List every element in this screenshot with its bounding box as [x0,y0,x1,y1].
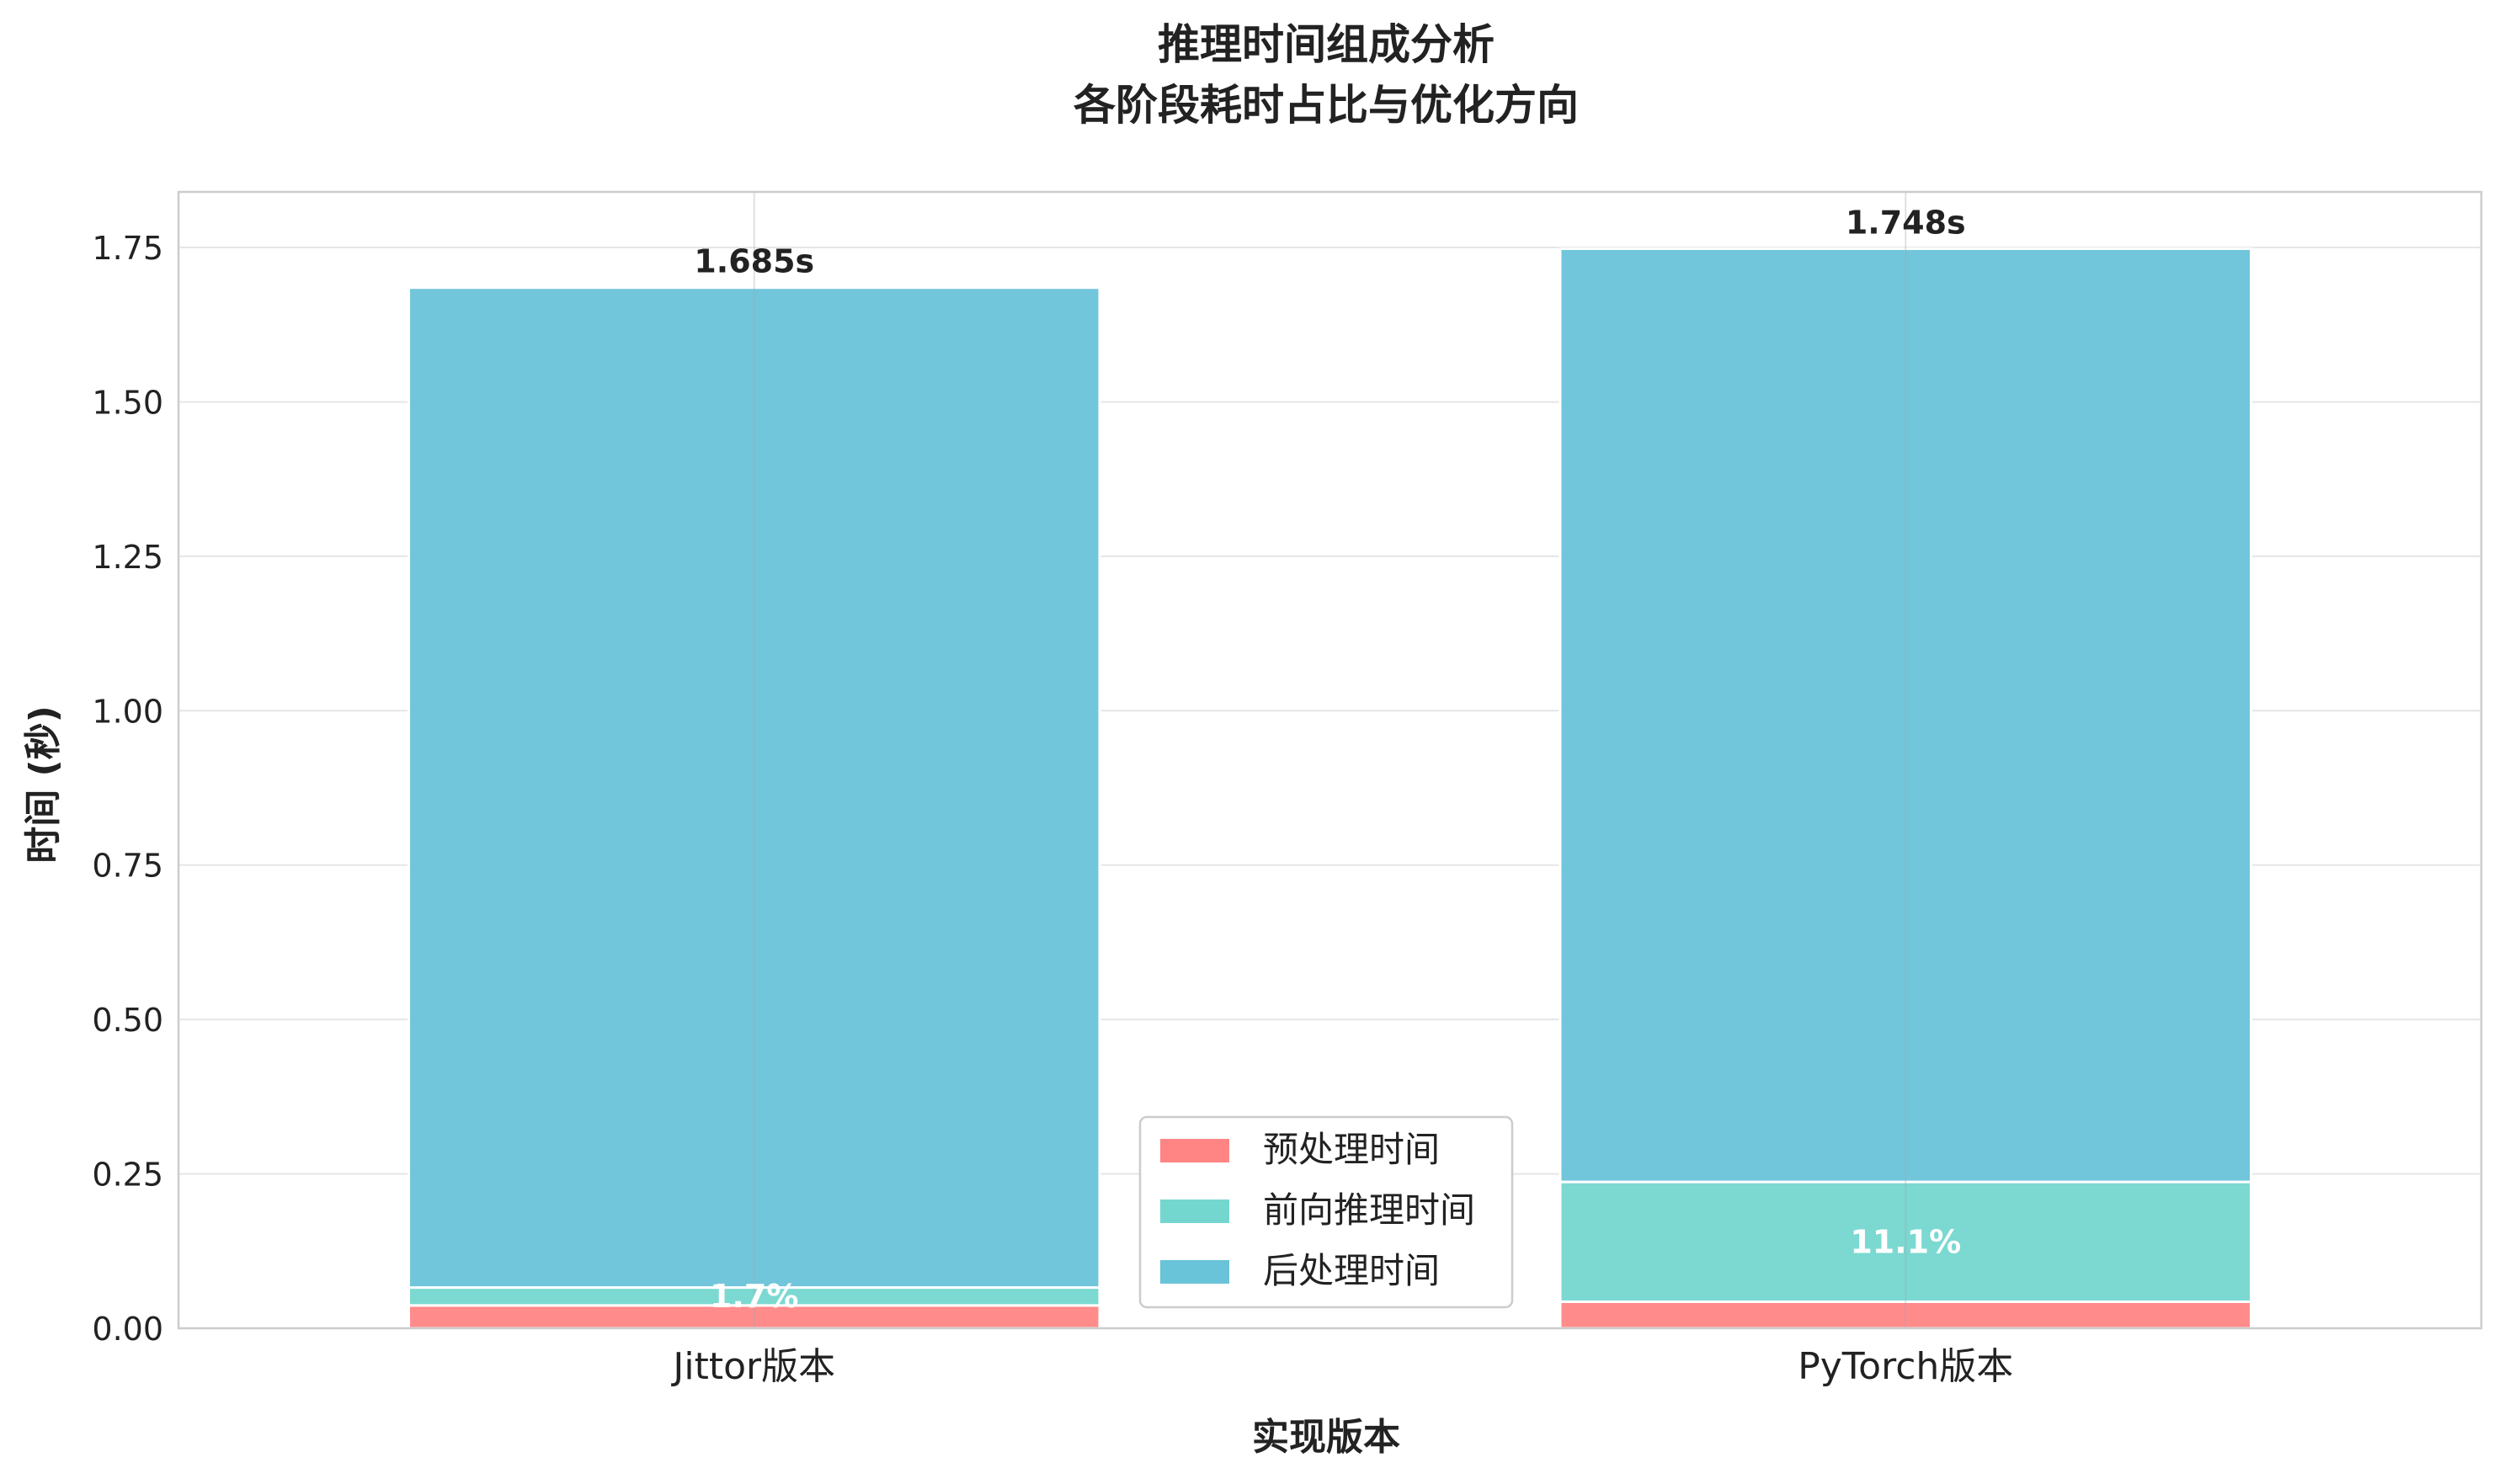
y-tick-label: 1.00 [92,693,163,730]
y-tick-label: 1.25 [92,539,163,576]
plot-frame [177,190,2483,1330]
bar-segment [408,286,1101,1290]
y-tick-label: 0.00 [92,1311,163,1348]
x-gridlines [753,192,1907,1328]
legend-label: 预处理时间 [1263,1129,1440,1170]
bar-segment [408,1304,1101,1330]
bars [408,247,2252,1330]
bar-total-label: 1.748s [1846,205,1966,242]
legend-label: 前向推理时间 [1263,1189,1475,1231]
legend-swatch [1160,1199,1229,1223]
bar-segment [1559,247,2252,1183]
x-tick-label: PyTorch版本 [1798,1345,2013,1388]
bar-labels: 1.685s 1.7% 1.748s 11.1% [694,205,1965,1316]
bar-total-label: 1.685s [694,243,814,280]
x-axis-label: 实现版本 [1252,1416,1400,1459]
bar-segment [1559,1300,2252,1330]
bar-percent-label: 11.1% [1850,1223,1961,1260]
legend-box [1138,1115,1514,1309]
legend-swatch [1160,1139,1229,1162]
legend-swatch [1160,1260,1229,1284]
bar-segment [1559,1180,2252,1303]
bar-percent-label: 1.7% [710,1278,798,1315]
chart-subtitle: 各阶段耗时占比与优化方向 [1074,81,1579,130]
y-tick-label: 0.25 [92,1157,163,1194]
x-tick-label: Jittor版本 [670,1345,835,1388]
y-tick-label: 1.75 [92,230,163,267]
y-tick-label: 1.50 [92,384,163,421]
y-ticks: 0.00 0.25 0.50 0.75 1.00 1.25 1.50 1.75 [92,230,163,1348]
y-tick-label: 0.50 [92,1002,163,1039]
chart-title: 推理时间组成分析 [1158,20,1495,69]
y-axis-label: 时间 (秒) [22,705,65,864]
y-tick-label: 0.75 [92,848,163,885]
legend-label: 后处理时间 [1263,1250,1440,1291]
x-ticks: Jittor版本 PyTorch版本 [670,1345,2013,1388]
